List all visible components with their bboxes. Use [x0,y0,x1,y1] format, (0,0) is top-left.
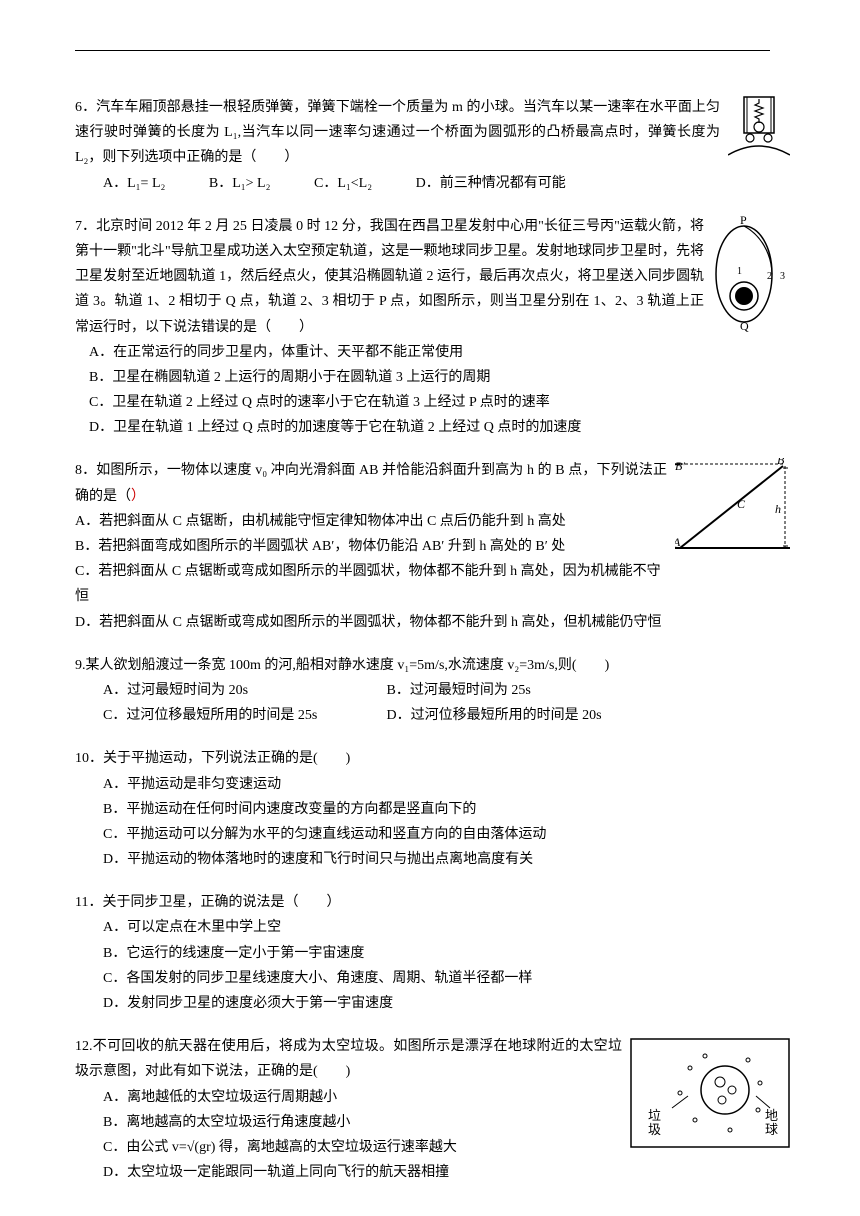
q10-optC: C．平抛运动可以分解为水平的匀速直线运动和竖直方向的自由落体运动 [75,822,790,847]
q7-figure: P Q 1 2 3 [712,214,790,343]
q9-text: 9.某人欲划船渡过一条宽 100m 的河,船相对静水速度 v₁=5m/s,水流速… [75,653,790,678]
q9-gap [577,658,605,673]
q6-optC: C．L₁<L₂ [314,171,372,196]
question-9: 9.某人欲划船渡过一条宽 100m 的河,船相对静水速度 v₁=5m/s,水流速… [75,653,790,729]
q7-optD: D．卫星在轨道 1 上经过 Q 点时的加速度等于它在轨道 2 上经过 Q 点时的… [75,415,790,440]
q11-text: 11．关于同步卫星，正确的说法是（ ） [75,890,790,915]
q8-figure: B′ B A C h [675,458,790,562]
svg-text:B′: B′ [675,459,685,473]
svg-text:2: 2 [767,271,772,282]
q11-optA: A．可以定点在木里中学上空 [75,915,790,940]
q9-optA: A．过河最短时间为 20s [103,678,383,703]
svg-text:球: 球 [765,1122,778,1137]
question-8: B′ B A C h 8．如图所示，一物体以速度 v₀ 冲向光滑斜面 AB 并恰… [75,458,790,634]
q10-optA: A．平抛运动是非匀变速运动 [75,772,790,797]
q10-optD: D．平抛运动的物体落地时的速度和飞行时间只与抛出点离地高度有关 [75,847,790,872]
q9-prefix: 9.某人欲划船渡过一条宽 100m 的河,船相对静水速度 v₁=5m/s,水流速… [75,658,577,673]
q6-options: A．L₁= L₂ B．L₁> L₂ C．L₁<L₂ D．前三种情况都有可能 [75,171,790,196]
q12-optD: D．太空垃圾一定能跟同一轨道上同向飞行的航天器相撞 [75,1160,790,1185]
q9-row2: C．过河位移最短所用的时间是 25s D．过河位移最短所用的时间是 20s [75,703,790,728]
question-6: 6．汽车车厢顶部悬挂一根轻质弹簧，弹簧下端栓一个质量为 m 的小球。当汽车以某一… [75,95,790,196]
q7-optC: C．卫星在轨道 2 上经过 Q 点时的速率小于它在轨道 3 上经过 P 点时的速… [75,390,790,415]
svg-text:1: 1 [737,266,742,277]
q9-row1: A．过河最短时间为 20s B．过河最短时间为 25s [75,678,790,703]
svg-text:B: B [777,458,785,467]
svg-text:圾: 圾 [648,1122,661,1137]
q10-optB: B．平抛运动在任何时间内速度改变量的方向都是竖直向下的 [75,797,790,822]
q7-text: 7．北京时间 2012 年 2 月 25 日凌晨 0 时 12 分，我国在西昌卫… [75,214,790,340]
q9-optD: D．过河位移最短所用的时间是 20s [387,708,602,723]
q12-figure: 垃 圾 地 球 [630,1038,790,1157]
q12-label-left: 垃 [648,1108,661,1123]
q7-optA: A．在正常运行的同步卫星内，体重计、天平都不能正常使用 [75,340,790,365]
q11-optC: C．各国发射的同步卫星线速度大小、角速度、周期、轨道半径都一样 [75,966,790,991]
svg-text:h: h [775,502,781,516]
q9-optC: C．过河位移最短所用的时间是 25s [103,703,383,728]
q12-label-right: 地 [765,1108,778,1123]
q8-optC: C．若把斜面从 C 点锯断或弯成如图所示的半圆弧状，物体都不能升到 h 高处，因… [75,559,790,609]
svg-text:P: P [740,214,747,227]
q11-optB: B．它运行的线速度一定小于第一宇宙速度 [75,941,790,966]
question-11: 11．关于同步卫星，正确的说法是（ ） A．可以定点在木里中学上空 B．它运行的… [75,890,790,1016]
q8-prefix: 8．如图所示，一物体以速度 v₀ 冲向光滑斜面 AB 并恰能沿斜面升到高为 h … [75,463,667,503]
question-12: 垃 圾 地 球 12.不可回收的航天器在使用后，将成为太空垃圾。如图所示是漂浮在… [75,1034,790,1185]
q10-text: 10．关于平抛运动，下列说法正确的是( ) [75,746,790,771]
svg-text:3: 3 [780,271,785,282]
question-7: P Q 1 2 3 7．北京时间 2012 年 2 月 25 日凌晨 0 时 1… [75,214,790,441]
q6-figure [728,95,790,194]
q7-optB: B．卫星在椭圆轨道 2 上运行的周期小于在圆轨道 3 上运行的周期 [75,365,790,390]
header-rule [75,50,770,51]
q6-optD: D．前三种情况都有可能 [416,171,566,196]
q8-optD: D．若把斜面从 C 点锯断或弯成如图所示的半圆弧状，物体都不能升到 h 高处，但… [75,610,790,635]
q6-text: 6．汽车车厢顶部悬挂一根轻质弹簧，弹簧下端栓一个质量为 m 的小球。当汽车以某一… [75,95,790,171]
svg-text:Q: Q [740,319,749,333]
svg-text:A: A [675,535,681,549]
svg-text:C: C [737,497,746,511]
q9-close: ) [605,658,610,673]
q6-optA: A．L₁= L₂ [103,171,165,196]
question-10: 10．关于平抛运动，下列说法正确的是( ) A．平抛运动是非匀变速运动 B．平抛… [75,746,790,872]
q8-close: ） [131,489,145,504]
q9-optB: B．过河最短时间为 25s [387,683,531,698]
q11-optD: D．发射同步卫星的速度必须大于第一宇宙速度 [75,991,790,1016]
q6-optB: B．L₁> L₂ [209,171,271,196]
